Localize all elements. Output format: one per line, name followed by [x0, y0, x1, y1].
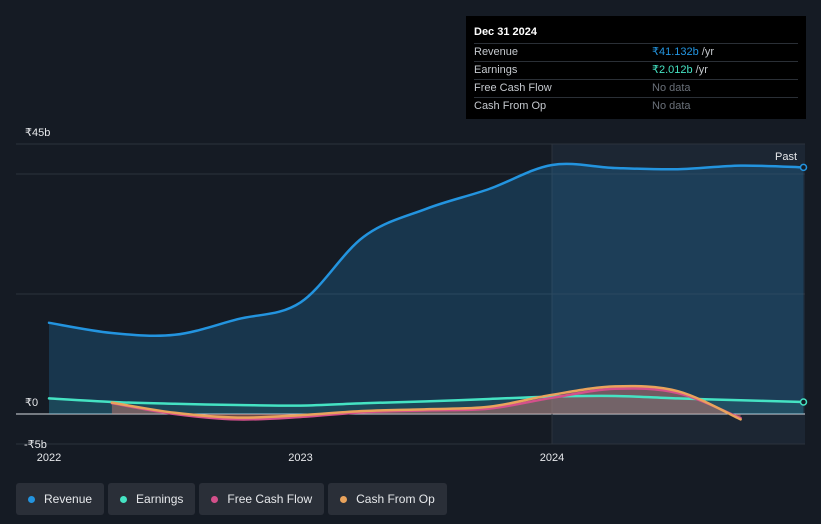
tooltip-value: No data [652, 82, 691, 94]
tooltip-value: ₹2.012b [652, 64, 693, 76]
cash-from-op-dot-icon [340, 495, 348, 503]
y-tick-label: ₹45b [25, 127, 50, 139]
earnings-endpoint [799, 398, 808, 406]
tooltip-row-earnings: Earnings ₹2.012b /yr [474, 62, 798, 80]
y-tick-label: ₹0 [25, 397, 38, 409]
revenue-line [47, 162, 805, 338]
revenue-area [49, 163, 804, 420]
legend-item-revenue[interactable]: Revenue [16, 483, 105, 515]
earnings-dot-icon [120, 495, 128, 503]
legend-label: Free Cash Flow [227, 492, 313, 506]
tooltip-label: Earnings [474, 64, 518, 76]
tooltip-unit: /yr [695, 64, 708, 76]
tooltip: Dec 31 2024 Revenue ₹41.132b /yr Earning… [466, 16, 806, 119]
tooltip-label: Revenue [474, 46, 519, 58]
legend: Revenue Earnings Free Cash Flow Cash Fro… [16, 483, 447, 515]
past-label: Past [775, 151, 797, 163]
legend-item-cash-from-op[interactable]: Cash From Op [328, 483, 447, 515]
legend-label: Cash From Op [356, 492, 435, 506]
x-tick-label: 2024 [540, 452, 564, 464]
cash-from-op-line [110, 384, 742, 421]
y-tick-label: -₹5b [24, 439, 47, 451]
revenue-area [49, 163, 804, 414]
tooltip-unit: /yr [701, 46, 714, 58]
series-lines [47, 162, 808, 421]
tooltip-value: No data [652, 100, 691, 112]
tooltip-label: Cash From Op [474, 100, 547, 112]
chart-area: ₹45b ₹0 -₹5b 2022 2023 2024 Past [16, 127, 808, 464]
legend-label: Earnings [136, 492, 184, 506]
x-tick-label: 2022 [37, 452, 61, 464]
y-axis-labels: ₹45b ₹0 -₹5b [24, 127, 50, 451]
earnings-line [47, 394, 805, 407]
tooltip-row-cash-from-op: Cash From Op No data [474, 98, 798, 115]
earnings-area [49, 395, 804, 414]
gridlines [16, 143, 805, 445]
tooltip-row-free-cash-flow: Free Cash Flow No data [474, 80, 798, 98]
revenue-endpoint [799, 163, 808, 172]
tooltip-row-revenue: Revenue ₹41.132b /yr [474, 44, 798, 62]
revenue-dot-icon [28, 495, 35, 503]
legend-item-earnings[interactable]: Earnings [108, 483, 196, 515]
x-axis-labels: 2022 2023 2024 [37, 452, 564, 464]
x-tick-label: 2023 [288, 452, 312, 464]
tooltip-label: Free Cash Flow [474, 82, 552, 94]
legend-item-free-cash-flow[interactable]: Free Cash Flow [199, 483, 325, 515]
free-cash-flow-dot-icon [211, 495, 219, 503]
cash-from-op-area [111, 386, 741, 420]
tooltip-date: Dec 31 2024 [474, 24, 798, 44]
legend-label: Revenue [44, 492, 93, 506]
tooltip-value: ₹41.132b [652, 46, 699, 58]
